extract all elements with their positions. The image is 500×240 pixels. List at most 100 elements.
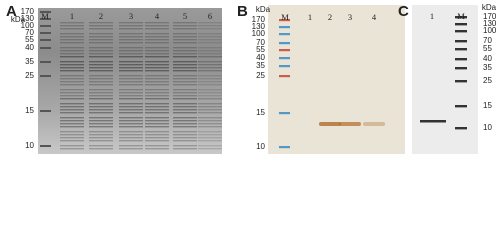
protein-band	[173, 109, 197, 111]
lane-label: 4	[155, 11, 160, 21]
ladder-band	[279, 26, 290, 29]
protein-band	[145, 25, 169, 27]
protein-band	[89, 33, 113, 35]
lane-label: 1	[430, 11, 434, 21]
lane-label: 1	[70, 11, 74, 21]
marker-label: 15	[25, 106, 34, 115]
protein-band	[145, 106, 169, 108]
protein-band	[119, 33, 143, 35]
protein-band	[119, 148, 143, 150]
protein-band	[198, 39, 222, 41]
protein-band	[89, 112, 113, 114]
marker-label: 25	[256, 71, 265, 80]
protein-band	[89, 56, 113, 58]
marker-label: 55	[25, 35, 34, 44]
protein-band	[145, 134, 169, 136]
protein-band	[145, 145, 169, 147]
protein-band	[119, 53, 143, 55]
marker-label: 35	[256, 61, 265, 70]
protein-band	[145, 126, 169, 128]
protein-band	[198, 56, 222, 58]
marker-label: 55	[483, 44, 492, 53]
unit-label: kDa	[482, 3, 497, 12]
protein-band	[198, 109, 222, 111]
protein-band	[173, 134, 197, 136]
protein-band	[145, 109, 169, 111]
protein-band	[173, 89, 197, 91]
protein-band	[89, 109, 113, 111]
protein-band	[119, 64, 143, 66]
protein-band	[173, 92, 197, 94]
protein-band	[119, 81, 143, 83]
protein-band	[145, 36, 169, 38]
protein-band	[145, 112, 169, 114]
ladder-band	[40, 11, 51, 13]
marker-label: 70	[25, 28, 34, 37]
western-band	[339, 122, 361, 126]
protein-band	[89, 89, 113, 91]
protein-band	[173, 53, 197, 55]
protein-band	[145, 117, 169, 119]
ladder-band	[279, 19, 290, 22]
protein-band	[173, 120, 197, 122]
protein-band	[60, 140, 84, 142]
ladder-band	[455, 48, 467, 51]
protein-band	[60, 61, 84, 63]
protein-band	[89, 98, 113, 100]
protein-band	[173, 42, 197, 44]
protein-band	[60, 42, 84, 44]
protein-band	[145, 137, 169, 139]
protein-band	[89, 126, 113, 128]
protein-band	[119, 50, 143, 52]
panel-letter: A	[6, 3, 17, 20]
protein-band	[60, 75, 84, 77]
protein-band	[60, 53, 84, 55]
protein-band	[198, 103, 222, 105]
lane-label: 2	[328, 12, 332, 22]
protein-band	[173, 39, 197, 41]
protein-band	[119, 109, 143, 111]
protein-band	[60, 28, 84, 30]
protein-band	[198, 120, 222, 122]
protein-band	[60, 126, 84, 128]
protein-band	[119, 112, 143, 114]
protein-band	[89, 67, 113, 69]
protein-band	[119, 28, 143, 30]
bands	[40, 11, 467, 150]
protein-band	[119, 98, 143, 100]
protein-band	[89, 25, 113, 27]
protein-band	[145, 39, 169, 41]
marker-label: 170	[483, 12, 497, 21]
protein-band	[89, 70, 113, 72]
protein-band	[145, 98, 169, 100]
protein-band	[173, 112, 197, 114]
marker-label: 10	[256, 142, 265, 151]
protein-band	[173, 106, 197, 108]
protein-band	[89, 84, 113, 86]
protein-band	[60, 78, 84, 80]
ladder-band	[279, 42, 290, 45]
protein-band	[89, 78, 113, 80]
western-band	[319, 122, 341, 126]
protein-band	[173, 25, 197, 27]
protein-band	[89, 53, 113, 55]
protein-band	[89, 120, 113, 122]
panel-letter: B	[237, 3, 248, 20]
lane-label: 5	[183, 11, 187, 21]
marker-label: 100	[483, 26, 497, 35]
protein-band	[119, 75, 143, 77]
protein-band	[173, 70, 197, 72]
protein-band	[89, 50, 113, 52]
protein-band	[198, 78, 222, 80]
protein-band	[145, 103, 169, 105]
protein-band	[173, 78, 197, 80]
ladder-band	[279, 57, 290, 60]
ladder-band	[279, 146, 290, 149]
protein-band	[89, 103, 113, 105]
ladder-band	[40, 25, 51, 27]
protein-band	[119, 36, 143, 38]
protein-band	[198, 95, 222, 97]
protein-band	[119, 56, 143, 58]
protein-band	[60, 56, 84, 58]
protein-band	[173, 75, 197, 77]
